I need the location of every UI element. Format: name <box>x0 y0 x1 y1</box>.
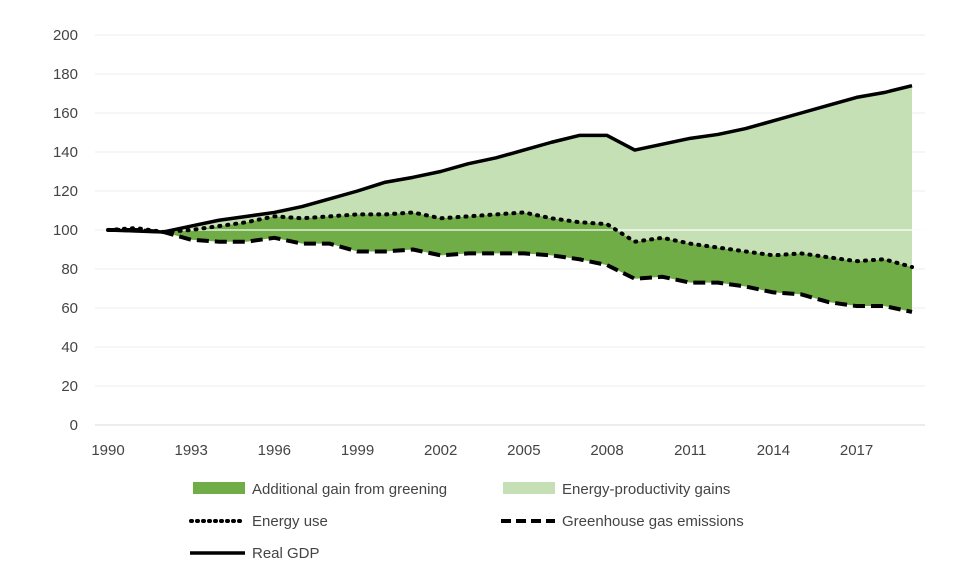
legend-label-gdp: Real GDP <box>252 545 320 562</box>
x-tick-label: 2014 <box>757 442 790 459</box>
x-tick-label: 1999 <box>341 442 374 459</box>
y-tick-label: 180 <box>53 66 78 83</box>
y-tick-label: 120 <box>53 183 78 200</box>
x-tick-label: 2002 <box>424 442 457 459</box>
legend-label-energy-use: Energy use <box>252 513 328 530</box>
x-tick-label: 1990 <box>91 442 124 459</box>
x-tick-label: 2008 <box>590 442 623 459</box>
legend-label-ghg: Greenhouse gas emissions <box>562 513 744 530</box>
y-axis-ticks: 0 20 40 60 80 100 120 140 160 180 200 <box>53 27 78 434</box>
legend-swatch-energy-productivity <box>503 482 555 494</box>
line-greenhouse-gas-emissions <box>108 228 913 314</box>
line-real-gdp <box>107 84 913 234</box>
y-tick-label: 100 <box>53 222 78 239</box>
y-tick-label: 20 <box>61 378 78 395</box>
x-tick-label: 1996 <box>258 442 291 459</box>
y-tick-label: 0 <box>70 417 78 434</box>
areas <box>108 85 912 312</box>
y-tick-label: 60 <box>61 300 78 317</box>
series-lines <box>106 84 914 314</box>
x-tick-label: 1993 <box>174 442 207 459</box>
y-tick-label: 80 <box>61 261 78 278</box>
x-tick-label: 2011 <box>674 442 706 459</box>
legend-label-greening: Additional gain from greening <box>252 481 447 498</box>
legend-label-energy-productivity: Energy-productivity gains <box>562 481 730 498</box>
y-tick-label: 140 <box>53 144 78 161</box>
legend: Additional gain from greening Energy-pro… <box>189 481 744 562</box>
area-additional-gain-from-greening <box>108 212 912 312</box>
x-axis-ticks: 1990 1993 1996 1999 2002 2005 2008 2011 2014 2017 <box>91 442 873 459</box>
x-tick-label: 2017 <box>840 442 873 459</box>
line-energy-use <box>106 210 914 270</box>
legend-swatch-greening <box>193 482 245 494</box>
y-tick-label: 160 <box>53 105 78 122</box>
x-tick-label: 2005 <box>507 442 540 459</box>
y-tick-label: 40 <box>61 339 78 356</box>
y-tick-label: 200 <box>53 27 78 44</box>
area-energy-productivity-gains <box>108 85 912 268</box>
